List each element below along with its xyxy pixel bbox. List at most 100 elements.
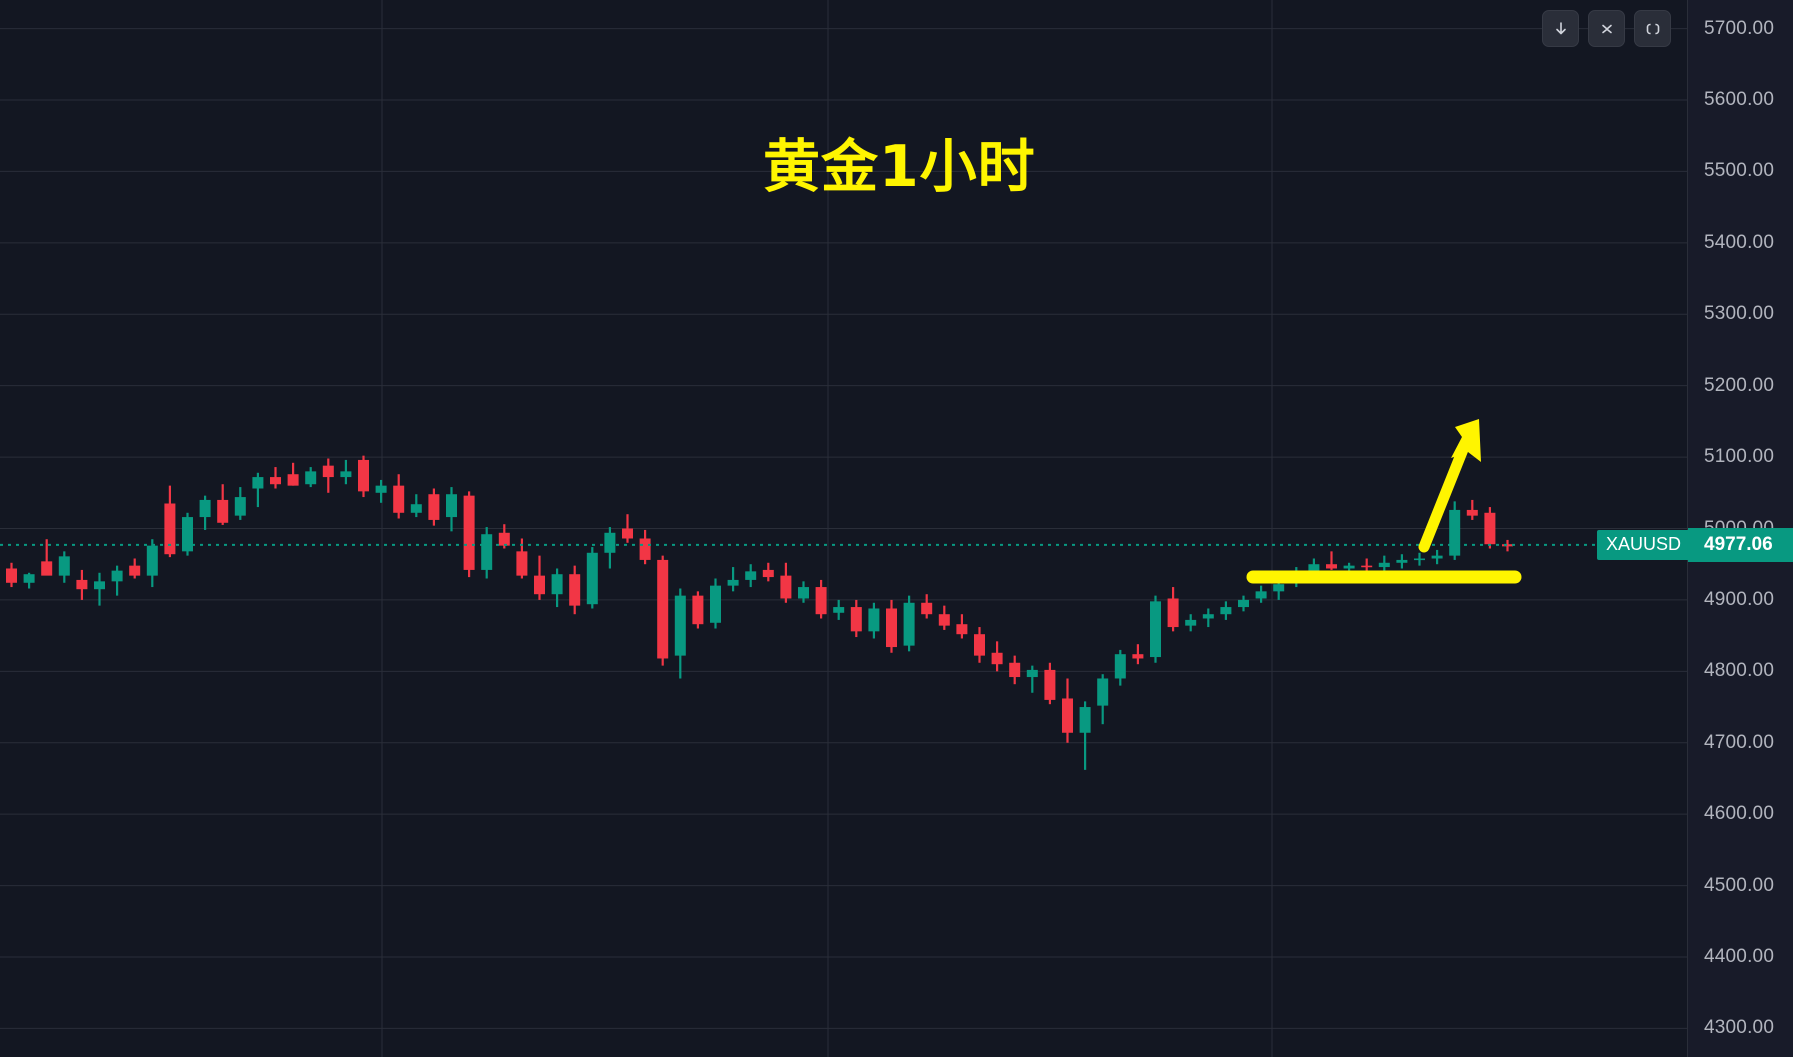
candlestick bbox=[1079, 701, 1091, 770]
candlestick bbox=[234, 487, 246, 520]
candlestick bbox=[1484, 507, 1496, 549]
candlestick bbox=[428, 488, 440, 526]
candle-body bbox=[534, 575, 545, 595]
candle-body bbox=[217, 499, 229, 523]
candle-body bbox=[1343, 565, 1355, 569]
download-button[interactable] bbox=[1542, 10, 1579, 47]
candle-body bbox=[1202, 614, 1214, 619]
candlestick bbox=[974, 627, 985, 663]
candle-body bbox=[815, 587, 827, 615]
candle-body bbox=[1396, 559, 1408, 563]
candle-body bbox=[622, 528, 633, 539]
candle-body bbox=[674, 595, 686, 656]
candle-body bbox=[1308, 564, 1320, 573]
candlestick bbox=[710, 578, 721, 629]
candle-body bbox=[146, 545, 158, 576]
candle-body bbox=[798, 587, 809, 599]
price-axis-tick: 5600.00 bbox=[1704, 88, 1775, 110]
candlestick-canvas bbox=[0, 0, 1687, 1057]
candlestick bbox=[1114, 649, 1126, 686]
candle-body bbox=[111, 570, 123, 582]
candle-body bbox=[1132, 654, 1144, 659]
candlestick bbox=[340, 459, 352, 485]
candle-body bbox=[182, 517, 193, 552]
chart-plot-area[interactable] bbox=[0, 0, 1687, 1057]
candlestick bbox=[1431, 549, 1443, 565]
download-icon bbox=[1552, 20, 1570, 38]
candle-body bbox=[1414, 558, 1425, 561]
arrow-head bbox=[1451, 419, 1481, 462]
candlestick bbox=[727, 567, 739, 592]
candlestick bbox=[481, 527, 493, 579]
candlestick bbox=[252, 472, 264, 508]
candle-body bbox=[129, 565, 141, 576]
price-axis-tick: 4800.00 bbox=[1704, 660, 1775, 682]
candlestick bbox=[1326, 551, 1337, 570]
candlestick bbox=[1132, 644, 1144, 665]
candle-body bbox=[1361, 565, 1373, 568]
candlestick bbox=[410, 494, 422, 518]
candlestick bbox=[604, 527, 616, 569]
candlestick bbox=[1396, 554, 1408, 569]
candle-body bbox=[498, 532, 510, 546]
candle-body bbox=[446, 494, 457, 518]
candlestick bbox=[1044, 662, 1056, 705]
candle-body bbox=[903, 602, 915, 646]
candlestick bbox=[991, 641, 1003, 672]
price-axis-tick: 5200.00 bbox=[1704, 374, 1775, 396]
fullscreen-button[interactable] bbox=[1634, 10, 1671, 47]
bullish-arrow-annotation[interactable] bbox=[1418, 419, 1481, 553]
candle-body bbox=[410, 504, 422, 513]
candlestick bbox=[1009, 655, 1021, 685]
candle-body bbox=[1097, 678, 1109, 706]
candlestick bbox=[886, 599, 897, 653]
collapse-button[interactable] bbox=[1588, 10, 1625, 47]
candle-body bbox=[516, 551, 528, 576]
candlestick bbox=[463, 491, 475, 578]
candle-body bbox=[868, 608, 880, 632]
price-axis-tick: 4600.00 bbox=[1704, 803, 1775, 825]
candlestick bbox=[657, 555, 669, 666]
symbol-badge[interactable]: XAUUSD bbox=[1597, 529, 1691, 560]
candle-body bbox=[358, 459, 369, 492]
candlestick bbox=[6, 562, 17, 588]
price-axis[interactable]: 5700.00 5600.00 5500.00 5400.00 5300.00 5200.… bbox=[1687, 0, 1793, 1057]
price-axis-tick: 4400.00 bbox=[1704, 946, 1775, 967]
candlestick bbox=[850, 599, 862, 638]
candlestick bbox=[1167, 587, 1179, 632]
candlestick bbox=[23, 572, 35, 589]
candlestick bbox=[1361, 558, 1373, 572]
candle-body bbox=[234, 497, 246, 516]
candle-body bbox=[1431, 555, 1443, 559]
candlestick bbox=[375, 479, 387, 503]
collapse-icon bbox=[1598, 20, 1616, 38]
price-axis-tick: 4500.00 bbox=[1704, 874, 1775, 896]
candlestick bbox=[1414, 552, 1425, 566]
candle-body bbox=[710, 585, 721, 623]
candle-body bbox=[762, 569, 774, 578]
candlestick bbox=[762, 562, 774, 582]
price-axis-tick: 5700.00 bbox=[1704, 17, 1775, 39]
candle-body bbox=[780, 575, 792, 599]
candle-body bbox=[850, 607, 862, 632]
price-axis-tick: 5100.00 bbox=[1704, 446, 1775, 468]
candlestick bbox=[815, 579, 827, 619]
candlestick bbox=[393, 474, 405, 519]
candlestick bbox=[164, 485, 176, 558]
price-axis-tick: 5500.00 bbox=[1704, 160, 1775, 182]
candle-body bbox=[1009, 662, 1021, 678]
candle-body bbox=[551, 574, 563, 595]
candle-body bbox=[1079, 707, 1091, 733]
candlestick bbox=[1062, 678, 1073, 743]
candle-body bbox=[199, 499, 211, 518]
candlestick bbox=[1185, 614, 1197, 632]
candlestick bbox=[534, 555, 545, 600]
candle-body bbox=[833, 607, 845, 613]
candle-body bbox=[1220, 607, 1232, 615]
candlestick bbox=[199, 495, 211, 530]
candle-body bbox=[1026, 669, 1038, 678]
last-price-badge[interactable]: 4977.06 bbox=[1688, 527, 1793, 562]
candle-body bbox=[956, 624, 968, 635]
candle-body bbox=[1150, 601, 1161, 658]
